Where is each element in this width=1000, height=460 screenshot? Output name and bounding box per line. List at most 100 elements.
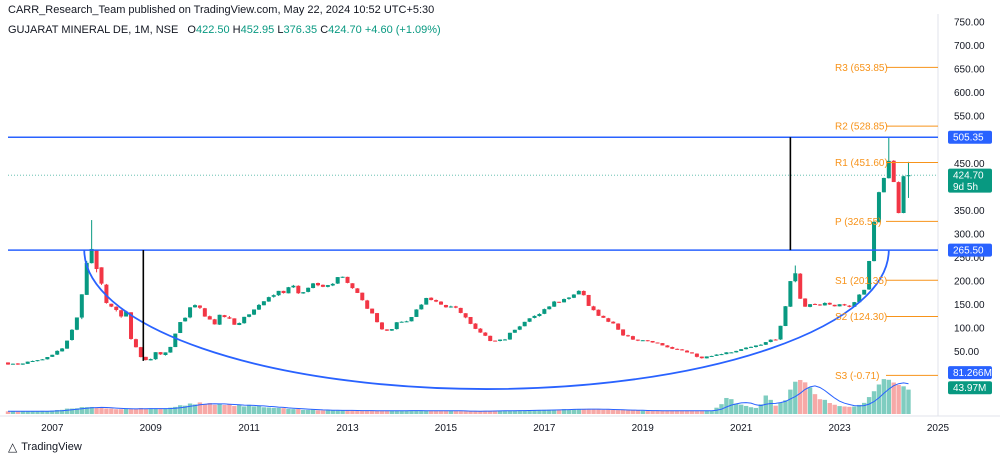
candle-body — [665, 345, 670, 348]
y-tick-label: 100.00 — [954, 323, 985, 334]
volume-bar — [133, 408, 139, 414]
candle-body — [276, 290, 281, 296]
candle-body — [384, 329, 389, 331]
candle-body — [148, 359, 153, 361]
candle-body — [237, 323, 242, 325]
candle-body — [109, 303, 114, 307]
candle-body — [601, 315, 606, 318]
volume-bar — [655, 410, 660, 414]
change-value: +4.60 (+1.09%) — [364, 24, 441, 36]
volume-bar — [335, 410, 340, 414]
candle-body — [507, 332, 512, 340]
volume-bar — [15, 411, 21, 414]
candle-body — [822, 302, 827, 306]
volume-bar — [227, 404, 232, 414]
volume-bar — [271, 407, 276, 414]
candle-body — [837, 304, 842, 307]
volume-bar — [684, 410, 690, 414]
volume-bar — [861, 402, 867, 414]
y-tick-label: 750.00 — [954, 18, 985, 29]
candle-body — [463, 313, 468, 318]
volume-bar — [620, 409, 626, 414]
volume-bar — [330, 410, 335, 414]
volume-bar — [788, 389, 793, 414]
volume-bar — [714, 407, 719, 414]
candle-body — [178, 322, 183, 333]
candle-body — [124, 311, 129, 317]
volume-bar — [414, 410, 419, 414]
volume-bar — [89, 406, 94, 414]
volume-bar — [448, 410, 454, 414]
candle-body — [719, 354, 724, 356]
y-tick-label: 550.00 — [954, 112, 985, 123]
price-label-box — [948, 366, 992, 380]
candle-body — [448, 306, 453, 308]
candle-body — [188, 307, 193, 318]
volume-bar — [296, 408, 301, 414]
candle-body — [10, 363, 15, 365]
candle-body — [734, 350, 739, 353]
volume-bar — [463, 411, 468, 414]
candle-body — [286, 287, 291, 294]
candle-body — [419, 304, 424, 310]
volume-bar — [625, 410, 631, 414]
candle-body — [483, 332, 488, 336]
candle-body — [685, 350, 690, 353]
price-label-text: 81.266M — [953, 368, 992, 379]
candle-body — [852, 302, 857, 307]
candle-body — [138, 347, 143, 358]
volume-bar — [365, 410, 370, 414]
candle-body — [325, 285, 330, 287]
volume-bar — [222, 404, 227, 414]
volume-bar — [59, 409, 65, 414]
volume-bar — [635, 410, 641, 414]
x-tick-label: 2023 — [828, 423, 851, 434]
y-tick-label: 450.00 — [954, 159, 985, 170]
candle-body — [55, 350, 60, 355]
low-label: L — [277, 24, 284, 36]
volume-bar — [438, 410, 444, 414]
volume-bar — [25, 411, 30, 414]
candle-body — [40, 359, 45, 361]
volume-bar — [497, 410, 503, 414]
volume-bar — [699, 410, 705, 414]
volume-bar — [670, 410, 675, 414]
pivot-label: R2 (528.85) — [835, 122, 888, 133]
candle-body — [74, 317, 79, 330]
volume-bar — [773, 405, 778, 414]
candle-body — [192, 305, 197, 308]
volume-bar — [64, 408, 70, 414]
candle-body — [867, 260, 872, 290]
volume-bar — [665, 410, 670, 414]
candle-body — [812, 303, 817, 305]
candle-body — [596, 309, 601, 316]
candle-body — [60, 348, 65, 352]
volume-bar — [606, 409, 611, 414]
candle-body — [114, 306, 119, 310]
candle-body — [571, 294, 576, 298]
ohlc-legend: GUJARAT MINERAL DE, 1M, NSE O422.50 H452… — [8, 24, 441, 36]
candle-body — [694, 353, 699, 357]
volume-bar — [202, 404, 208, 414]
candle-body — [729, 352, 734, 354]
candle-body — [896, 182, 901, 214]
price-label-box — [948, 243, 992, 257]
volume-bar — [527, 410, 532, 414]
candle-body — [586, 294, 591, 306]
volume-bar — [798, 379, 803, 414]
volume-bar — [104, 408, 109, 414]
volume-bar — [109, 408, 114, 414]
volume-bar — [409, 410, 414, 414]
volume-bar — [852, 406, 857, 414]
candle-body — [350, 283, 355, 289]
candle-body — [881, 177, 886, 193]
volume-bar — [207, 403, 212, 414]
volume-bar — [478, 410, 483, 414]
candle-body — [15, 363, 20, 365]
volume-bar — [817, 399, 823, 414]
volume-bar — [532, 410, 537, 414]
volume-bar — [143, 408, 148, 414]
volume-bar — [315, 410, 321, 414]
candle-body — [517, 326, 522, 330]
